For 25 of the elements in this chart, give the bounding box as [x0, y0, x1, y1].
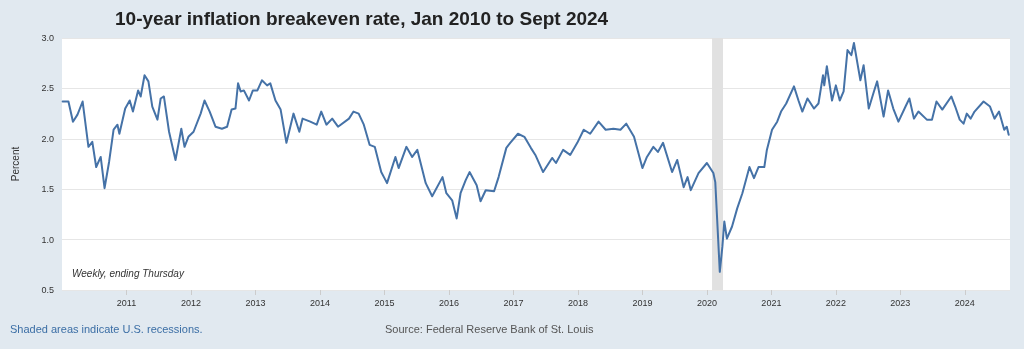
text: Shaded areas indicate U.S. recessions. — [10, 322, 203, 335]
y-tick-label: 2.5 — [41, 83, 54, 94]
y-tick-label: 1.5 — [41, 184, 54, 195]
x-tick-label: 2018 — [567, 297, 588, 308]
x-tick-label: 2017 — [503, 297, 524, 308]
y-tick-label: 2.0 — [41, 133, 54, 144]
y-tick-label: 3.0 — [41, 33, 54, 43]
y-tick-label: 0.5 — [41, 285, 54, 295]
x-tick-label: 2015 — [374, 297, 395, 308]
x-tick-label: 2016 — [438, 297, 459, 308]
x-tick-label: 2023 — [890, 297, 911, 308]
x-tick-label: 2013 — [245, 297, 266, 308]
source-note: Source: Federal Reserve Bank of St. Louis — [385, 322, 594, 335]
annotation: Weekly, ending Thursday — [72, 267, 185, 279]
x-tick-label: 2022 — [825, 297, 846, 308]
x-tick-label: 2024 — [954, 297, 975, 308]
x-tick-label: 2021 — [761, 297, 782, 308]
y-tick-label: 1.0 — [41, 234, 54, 245]
chart-title: 10-year inflation breakeven rate, Jan 2010 to Sept 2024 — [115, 8, 609, 29]
x-tick-label: 2012 — [180, 297, 201, 308]
x-tick-label: 2020 — [696, 297, 717, 308]
x-tick-label: 2011 — [116, 297, 137, 308]
x-tick-label: 2019 — [632, 297, 653, 308]
x-tick-label: 2014 — [309, 297, 330, 308]
y-axis-title: Percent — [9, 146, 21, 182]
